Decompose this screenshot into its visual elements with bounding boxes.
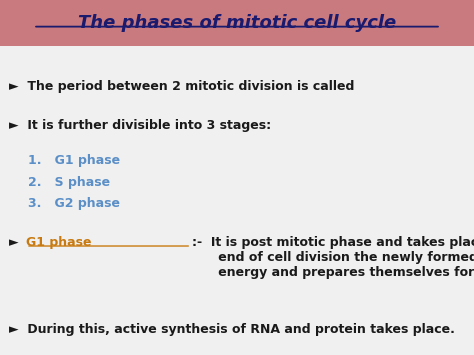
Text: ►  The period between 2 mitotic division is called: ► The period between 2 mitotic division …: [9, 80, 359, 93]
Text: 3.   G2 phase: 3. G2 phase: [28, 197, 120, 210]
Text: The phases of mitotic cell cycle: The phases of mitotic cell cycle: [78, 14, 396, 32]
Text: 2.   S phase: 2. S phase: [28, 176, 110, 189]
Text: :-  It is post mitotic phase and takes place at the
      end of cell division t: :- It is post mitotic phase and takes pl…: [192, 236, 474, 279]
Text: 1.   G1 phase: 1. G1 phase: [28, 154, 120, 168]
Text: G1 phase: G1 phase: [26, 236, 91, 249]
Text: ►  It is further divisible into 3 stages:: ► It is further divisible into 3 stages:: [9, 119, 272, 132]
FancyBboxPatch shape: [0, 0, 474, 46]
Text: ►  During this, active synthesis of RNA and protein takes place.: ► During this, active synthesis of RNA a…: [9, 323, 456, 336]
Text: ►: ►: [9, 236, 24, 249]
